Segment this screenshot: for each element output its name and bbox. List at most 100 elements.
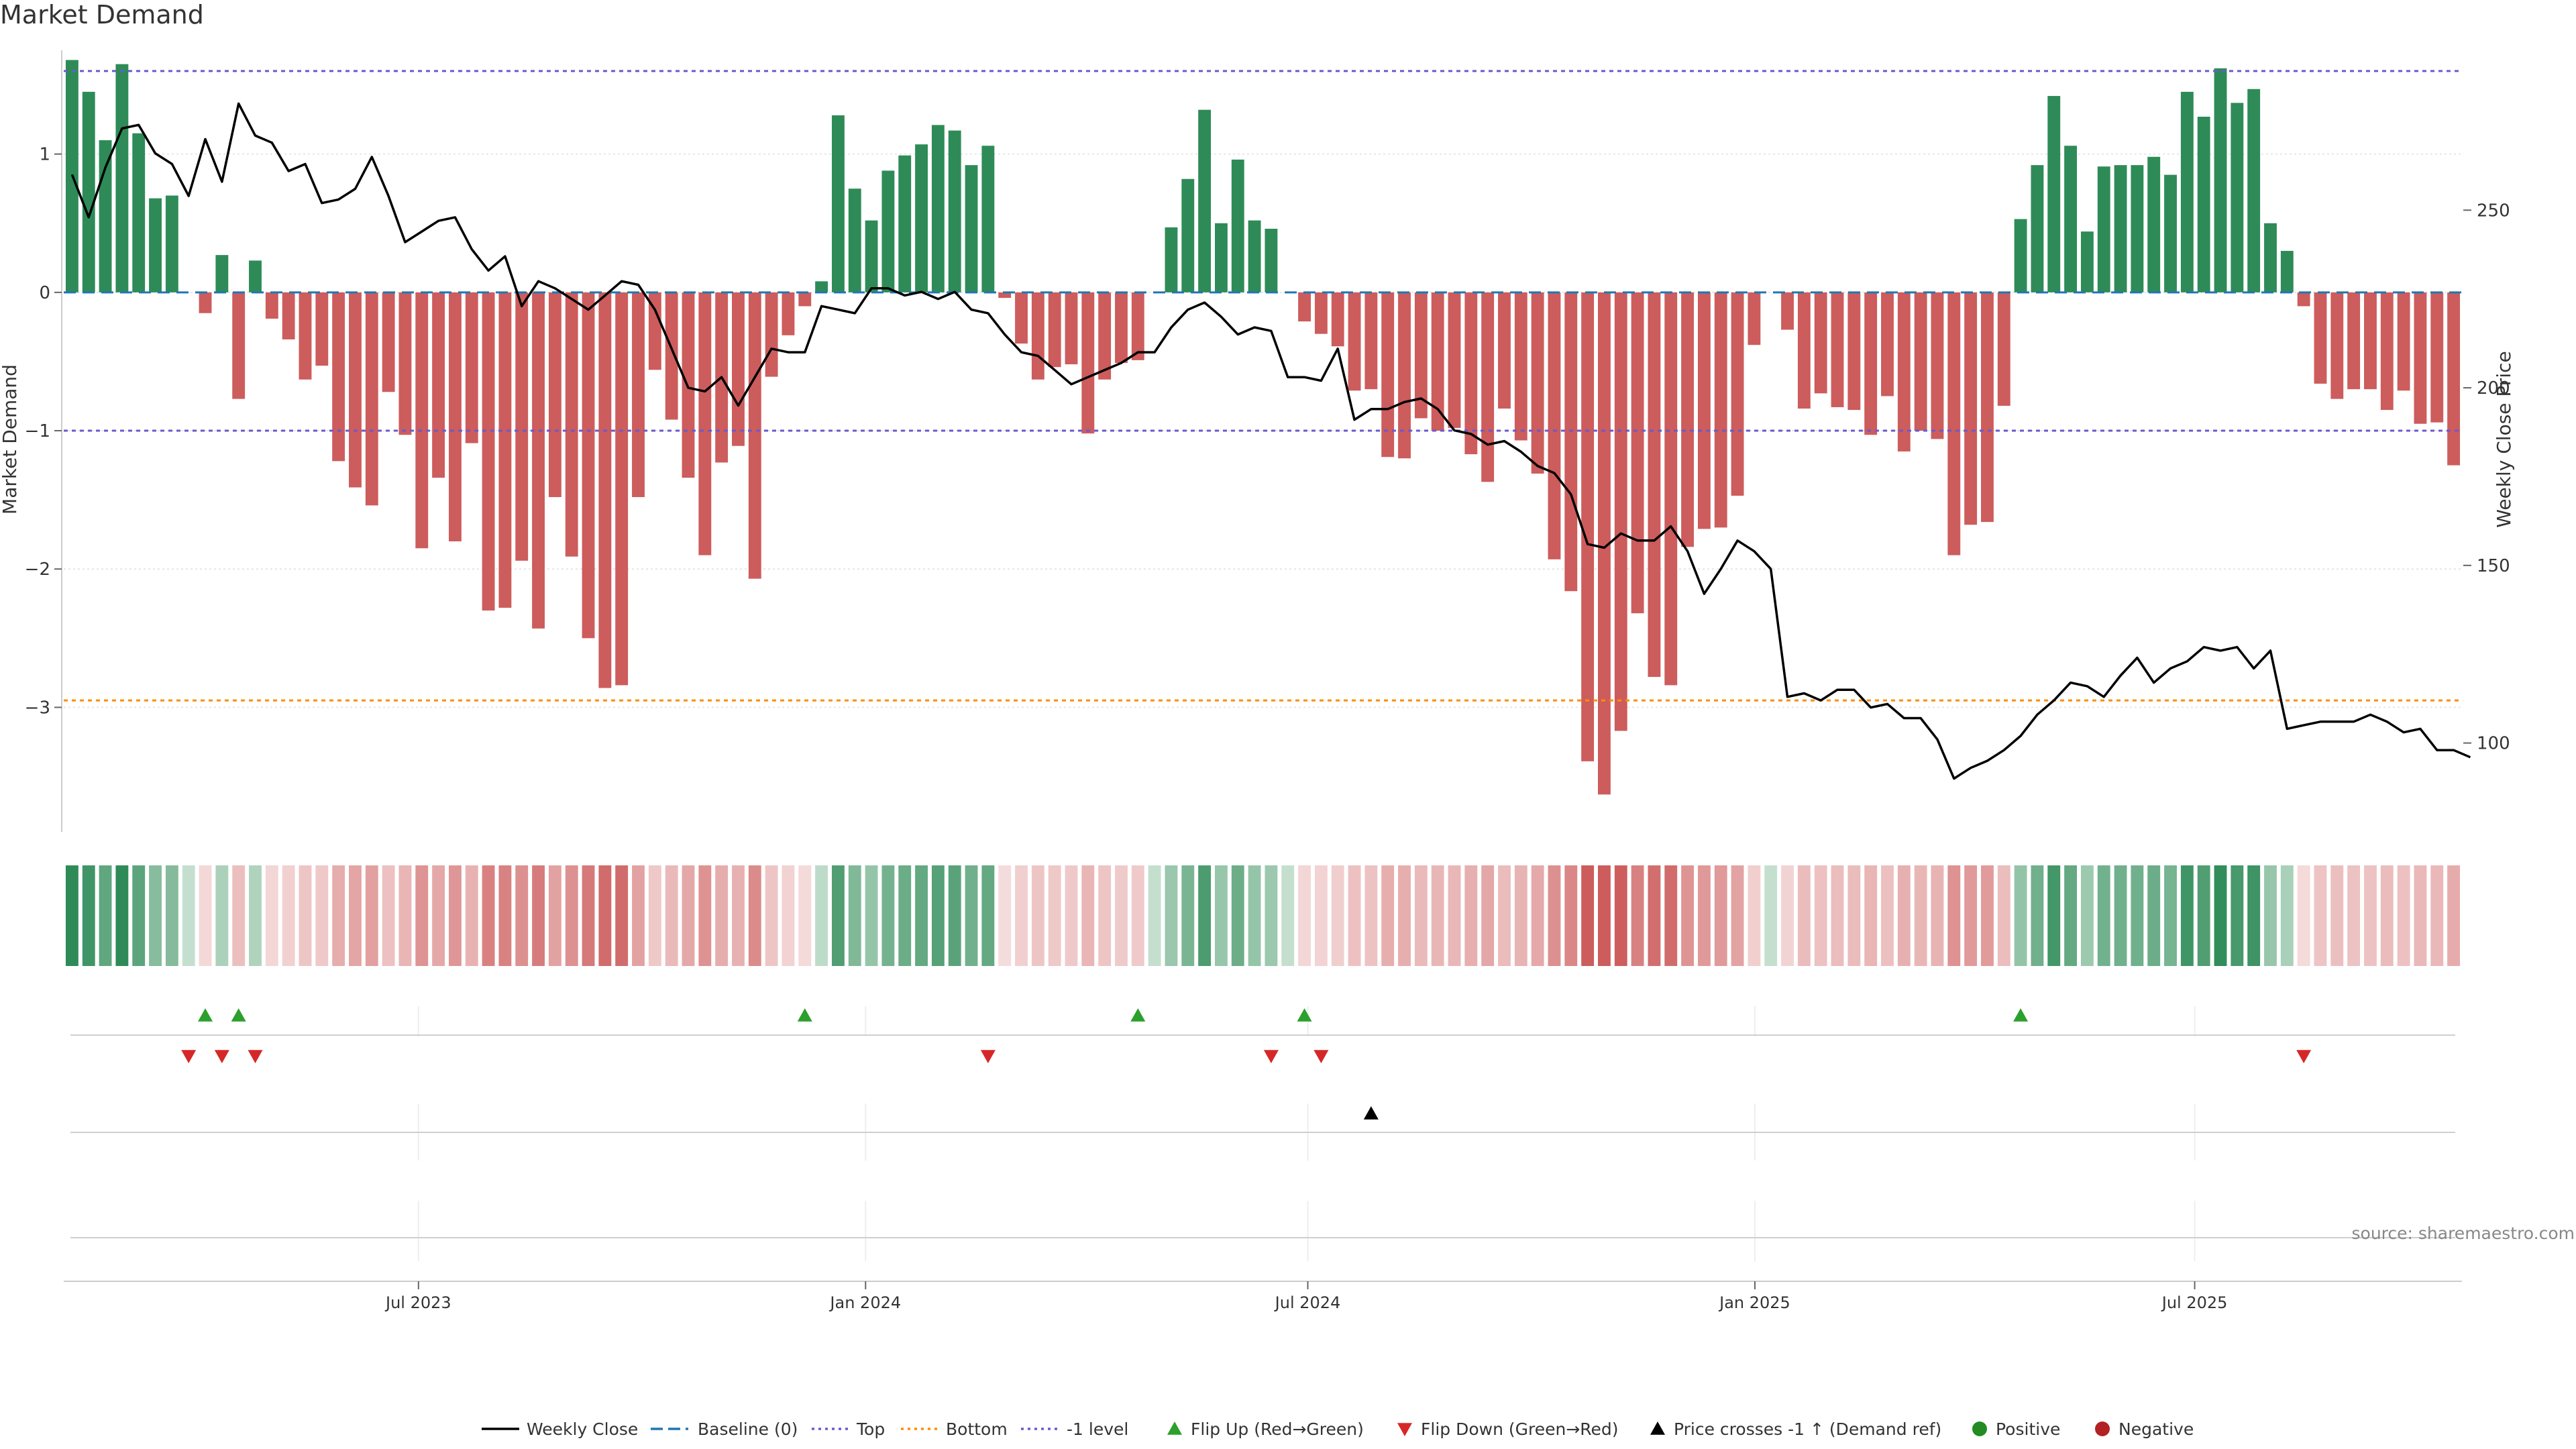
demand-bar	[332, 292, 345, 462]
demand-bar	[1681, 292, 1695, 547]
heat-cell	[215, 865, 229, 966]
demand-bar	[2014, 219, 2027, 292]
demand-bar	[881, 170, 895, 292]
demand-bar	[1081, 292, 1095, 434]
demand-bar	[2114, 165, 2127, 292]
heat-cell	[865, 865, 878, 966]
demand-bar	[915, 144, 928, 292]
demand-bar	[2080, 231, 2094, 292]
flip-down-marker	[181, 1050, 197, 1063]
demand-bar	[1947, 292, 1961, 555]
y-tick-label: 1	[39, 145, 50, 165]
demand-bar	[2197, 116, 2210, 292]
heat-cell	[2314, 865, 2327, 966]
demand-bar	[2380, 292, 2394, 411]
heat-cell	[2330, 865, 2344, 966]
demand-bar	[215, 255, 229, 292]
y-tick-label: 0	[39, 283, 50, 303]
heat-cell	[2397, 865, 2410, 966]
level-lines	[64, 70, 2462, 702]
demand-bar	[299, 292, 312, 380]
heat-cell	[2280, 865, 2294, 966]
heat-cell	[498, 865, 512, 966]
demand-bar	[1215, 223, 1228, 292]
heat-cell	[1048, 865, 1061, 966]
heat-cell	[1614, 865, 1627, 966]
heat-cell	[1314, 865, 1328, 966]
demand-bar	[931, 125, 945, 292]
heat-cell	[2297, 865, 2310, 966]
heat-cell	[915, 865, 928, 966]
demand-bar	[598, 292, 612, 688]
heat-cell	[1215, 865, 1228, 966]
heat-cell	[332, 865, 345, 966]
demand-bar	[1065, 292, 1078, 365]
demand-bar	[798, 292, 812, 307]
heat-cell	[1181, 865, 1195, 966]
demand-bar	[2397, 292, 2410, 391]
heat-cell	[2214, 865, 2227, 966]
demand-bar	[1498, 292, 1511, 409]
demand-bar	[1631, 292, 1644, 614]
heat-cell	[1681, 865, 1695, 966]
heat-cell	[1781, 865, 1794, 966]
demand-bar	[1298, 292, 1311, 322]
flip-down-marker	[248, 1050, 263, 1063]
heat-cell	[798, 865, 812, 966]
legend-swatch-positive	[1972, 1421, 1987, 1436]
demand-bar	[1581, 292, 1595, 761]
heat-cell	[2131, 865, 2144, 966]
demand-bar	[2180, 91, 2194, 292]
demand-bar	[1981, 292, 1994, 523]
x-tick-label: Jan 2025	[1718, 1293, 1790, 1312]
demand-bar	[382, 292, 395, 392]
demand-bar	[2231, 103, 2244, 292]
heat-cell	[1431, 865, 1444, 966]
demand-bar	[2164, 174, 2177, 292]
demand-bar	[998, 292, 1012, 299]
demand-bar	[1781, 292, 1794, 330]
demand-bar	[1265, 228, 1278, 292]
heat-cell	[682, 865, 695, 966]
heat-cell	[1248, 865, 1261, 966]
heat-cell	[2430, 865, 2444, 966]
heat-cell	[1065, 865, 1078, 966]
demand-bar	[648, 292, 661, 370]
heat-cell	[1697, 865, 1711, 966]
heat-cell	[848, 865, 861, 966]
demand-bar	[1881, 292, 1894, 396]
demand-bar	[548, 292, 561, 498]
heat-cell	[598, 865, 612, 966]
demand-bar	[1131, 292, 1144, 360]
heat-cell	[2231, 865, 2244, 966]
heat-cell	[1847, 865, 1861, 966]
heat-cell	[1947, 865, 1961, 966]
y-tick-label: −1	[25, 421, 50, 441]
demand-bar	[1398, 292, 1411, 459]
heat-cell	[548, 865, 561, 966]
demand-bar	[948, 130, 961, 292]
legend-label-bottom: Bottom	[946, 1419, 1008, 1439]
demand-bar	[482, 292, 495, 611]
flip-down-marker	[1263, 1050, 1279, 1063]
heat-cell	[1598, 865, 1611, 966]
demand-bar	[432, 292, 445, 478]
heat-cell	[82, 865, 95, 966]
y2-axis-label: Weekly Close Price	[2493, 351, 2515, 527]
heat-cell	[732, 865, 745, 966]
heat-cell	[365, 865, 378, 966]
heat-cell	[2197, 865, 2210, 966]
demand-bar	[831, 115, 845, 292]
demand-bar	[615, 292, 629, 686]
heat-cell	[931, 865, 945, 966]
y2-tick-label: 200	[2477, 378, 2510, 398]
heat-cell	[2014, 865, 2027, 966]
demand-bar	[1614, 292, 1627, 731]
price-cross-marker	[1363, 1106, 1379, 1120]
heat-cell	[898, 865, 912, 966]
demand-bar	[632, 292, 645, 498]
heat-cell	[1531, 865, 1544, 966]
heat-cell	[265, 865, 278, 966]
heat-cell	[2147, 865, 2161, 966]
demand-bar	[515, 292, 529, 561]
